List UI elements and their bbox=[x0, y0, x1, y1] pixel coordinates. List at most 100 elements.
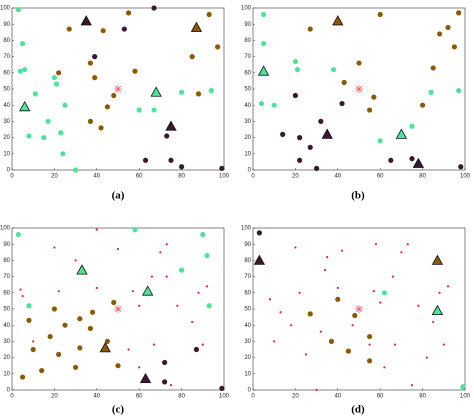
point bbox=[268, 298, 272, 301]
point bbox=[298, 291, 301, 294]
point bbox=[179, 164, 185, 170]
point bbox=[159, 251, 162, 254]
point bbox=[326, 256, 329, 259]
x-tick-label: 20 bbox=[292, 174, 299, 180]
x-tick-label: 100 bbox=[460, 394, 471, 400]
point bbox=[87, 60, 94, 66]
sink-node bbox=[332, 15, 344, 26]
x-tick-label: 100 bbox=[219, 174, 230, 180]
point bbox=[340, 249, 344, 252]
point bbox=[323, 269, 327, 272]
point bbox=[432, 320, 435, 324]
sink-node bbox=[80, 15, 92, 26]
point bbox=[294, 66, 301, 73]
y-tick-label: 90 bbox=[244, 242, 251, 248]
y-tick-label: 40 bbox=[3, 103, 10, 109]
point bbox=[51, 306, 58, 312]
sink-node bbox=[19, 100, 31, 112]
point bbox=[151, 107, 157, 113]
y-tick-label: 60 bbox=[244, 70, 251, 76]
x-tick-label: 40 bbox=[334, 174, 341, 180]
sink-node bbox=[76, 264, 88, 275]
y-tick-label: 100 bbox=[0, 226, 11, 232]
point bbox=[193, 346, 200, 353]
point bbox=[393, 343, 397, 346]
point bbox=[127, 348, 130, 351]
point bbox=[345, 348, 351, 354]
sink-node bbox=[257, 65, 270, 76]
subplot: 0 20 40 60 80 100 0 10 20 30 40 50 60 70 80 90 100 (a) bbox=[0, 5, 230, 202]
point bbox=[204, 252, 210, 259]
point bbox=[400, 251, 403, 254]
sink-node bbox=[139, 372, 152, 384]
point bbox=[19, 288, 22, 291]
x-tick-label: 40 bbox=[93, 174, 100, 180]
base-station bbox=[355, 305, 363, 313]
point bbox=[319, 330, 322, 333]
point bbox=[116, 247, 120, 251]
point bbox=[271, 102, 277, 108]
y-tick-label: 70 bbox=[244, 274, 251, 280]
point bbox=[62, 322, 68, 328]
point bbox=[456, 10, 462, 16]
y-tick-label: 20 bbox=[3, 135, 10, 141]
point bbox=[51, 75, 58, 81]
y-tick-label: 60 bbox=[3, 290, 10, 296]
point bbox=[381, 290, 388, 296]
point bbox=[273, 340, 276, 343]
point bbox=[58, 130, 64, 136]
y-tick-label: 90 bbox=[244, 22, 251, 28]
point bbox=[420, 102, 426, 108]
point bbox=[219, 165, 225, 171]
x-tick-label: 20 bbox=[51, 174, 58, 180]
point bbox=[89, 309, 96, 315]
y-tick-label: 70 bbox=[3, 274, 10, 280]
sink-node bbox=[253, 254, 266, 265]
y-tick-label: 50 bbox=[244, 307, 251, 313]
point bbox=[456, 88, 462, 94]
point bbox=[261, 11, 267, 18]
point bbox=[132, 227, 138, 233]
point bbox=[26, 303, 32, 309]
point bbox=[142, 157, 149, 163]
point bbox=[32, 340, 35, 343]
point bbox=[164, 133, 170, 139]
point bbox=[39, 367, 45, 374]
point bbox=[352, 312, 358, 319]
point bbox=[150, 275, 154, 278]
x-tick-label: 40 bbox=[93, 394, 100, 400]
base-station bbox=[355, 85, 363, 93]
point bbox=[388, 157, 394, 163]
y-tick-label: 40 bbox=[244, 323, 251, 329]
point bbox=[191, 320, 194, 324]
point bbox=[279, 311, 282, 314]
point bbox=[410, 384, 414, 387]
y-tick-label: 30 bbox=[3, 119, 10, 125]
point bbox=[77, 345, 83, 351]
point bbox=[367, 358, 373, 364]
point bbox=[179, 267, 185, 273]
subplot: 0 20 40 60 80 100 0 10 20 30 40 50 60 70 80 90 100 (b) bbox=[241, 6, 471, 202]
point bbox=[92, 54, 98, 60]
x-tick-label: 60 bbox=[377, 394, 384, 400]
y-tick-label: 80 bbox=[3, 258, 10, 264]
point bbox=[458, 164, 464, 170]
point bbox=[95, 228, 98, 231]
point bbox=[32, 91, 38, 97]
point bbox=[20, 374, 26, 380]
y-tick-label: 10 bbox=[3, 151, 10, 157]
sink-node bbox=[190, 21, 203, 32]
point bbox=[292, 92, 298, 99]
point bbox=[138, 304, 141, 307]
caption: (c) bbox=[112, 404, 125, 416]
x-tick-label: 80 bbox=[178, 174, 185, 180]
y-tick-label: 20 bbox=[244, 135, 251, 141]
point bbox=[98, 125, 104, 131]
base-station bbox=[114, 85, 122, 93]
sink-node bbox=[395, 128, 408, 139]
y-tick-label: 80 bbox=[244, 38, 251, 44]
y-tick-label: 20 bbox=[244, 355, 251, 361]
point bbox=[41, 135, 47, 141]
y-tick-label: 40 bbox=[244, 103, 251, 109]
point bbox=[417, 304, 420, 307]
